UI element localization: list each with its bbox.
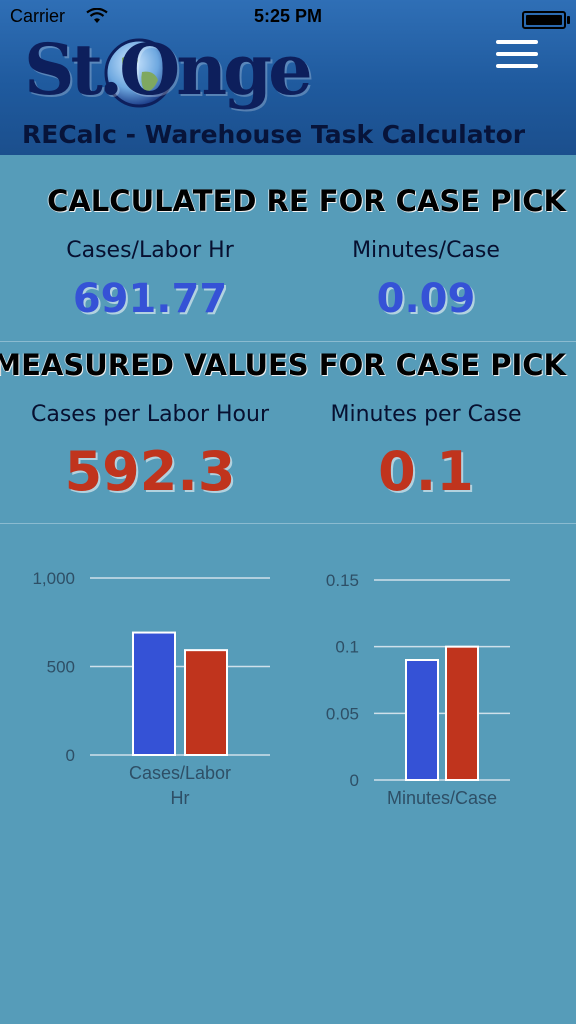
battery-icon (522, 11, 570, 29)
meas-cases-label: Cases per Labor Hour (30, 402, 270, 427)
app-header: Carrier 5:25 PM St.Onge R (0, 0, 576, 155)
calc-minutes-label: Minutes/Case (352, 238, 500, 263)
calc-minutes-value: 0.09 (376, 276, 476, 322)
y-tick-label: 0.15 (326, 571, 359, 590)
section-divider (0, 523, 576, 524)
section-divider (0, 341, 576, 342)
y-tick-label: 1,000 (32, 569, 75, 588)
menu-button[interactable] (496, 40, 538, 68)
meas-minutes-label: Minutes per Case (330, 402, 522, 427)
logo-text: St.Onge (24, 28, 313, 111)
clock: 5:25 PM (253, 6, 323, 26)
carrier-label: Carrier (10, 6, 66, 26)
bar-series-0 (132, 631, 176, 756)
y-tick-label: 500 (47, 658, 75, 677)
status-bar: Carrier 5:25 PM (10, 6, 570, 30)
calc-cases-value: 691.77 (72, 276, 228, 322)
st-onge-logo: St.Onge (24, 28, 313, 124)
y-tick-label: 0 (350, 771, 359, 790)
y-tick-label: 0.05 (326, 704, 359, 723)
x-axis-label: Hr (171, 788, 190, 808)
y-tick-label: 0.1 (335, 638, 359, 657)
bar-series-1 (184, 649, 228, 756)
globe-icon (104, 38, 174, 108)
x-axis-label: Minutes/Case (387, 788, 497, 808)
meas-cases-value: 592.3 (64, 440, 236, 503)
wifi-icon (86, 8, 108, 23)
measured-section-title: MEASURED VALUES FOR CASE PICK (0, 348, 566, 382)
bar-series-1 (445, 645, 479, 781)
cases-comparison-chart: 0 500 1,000 Cases/Labor Hr (32, 569, 270, 808)
calc-cases-label: Cases/Labor Hr (66, 238, 234, 263)
minutes-comparison-chart: 0 0.05 0.1 0.15 Minutes/Case (326, 571, 510, 808)
meas-minutes-value: 0.1 (378, 440, 474, 503)
x-axis-label: Cases/Labor (129, 763, 231, 783)
app-subtitle: RECalc - Warehouse Task Calculator (22, 120, 526, 149)
y-tick-label: 0 (66, 746, 75, 765)
bar-series-0 (405, 659, 439, 781)
calculated-section-title: CALCULATED RE FOR CASE PICK (47, 184, 566, 218)
hamburger-menu-icon (496, 40, 538, 44)
